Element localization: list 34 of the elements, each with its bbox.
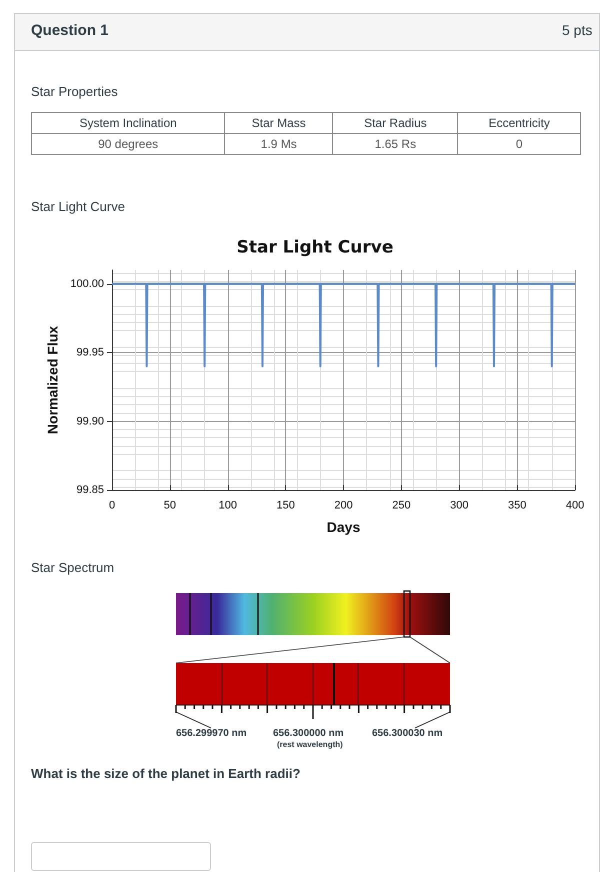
text: Star Light Curve [31,199,125,214]
x-tick-label: 50 [164,500,176,512]
x-tick-label: 100 [218,500,237,512]
y-tick-label: 100.00 [70,278,104,290]
y-axis-title: Normalized Flux [44,326,60,434]
text: 1.9 Ms [224,134,333,154]
text: Star Radius [332,112,458,134]
y-tick-label: 99.90 [76,415,104,428]
text: Star Spectrum [31,560,114,575]
text: 656.299970 nm [176,728,247,739]
x-tick-label: 250 [392,500,411,512]
text: What is the size of the planet in Earth radii? [31,766,300,781]
text: Question 1 [31,22,109,39]
x-tick-label: 400 [566,500,584,512]
text: 656.300030 nm [372,728,443,739]
text: (rest wavelength) [277,740,343,749]
x-tick-label: 0 [108,500,116,512]
x-tick-label: 300 [450,500,468,512]
text: System Inclination [32,112,225,134]
chart-title: Star Light Curve [236,238,394,258]
y-tick-label: 99.85 [76,484,104,496]
text: 5 pts [562,22,592,38]
x-tick-label: 200 [334,500,353,512]
text: 0 [458,134,580,154]
text: Eccentricity [458,112,580,134]
text: Star Mass [224,112,333,134]
x-tick-label: 150 [276,500,295,512]
text: 656.300000 nm [273,728,344,739]
y-tick-label: 99.95 [76,346,104,358]
x-axis-title: Days [326,519,360,535]
text: 1.65 Rs [332,134,458,154]
x-tick-label: 350 [508,500,526,512]
text: Star Properties [31,84,118,99]
text: 90 degrees [32,134,225,154]
